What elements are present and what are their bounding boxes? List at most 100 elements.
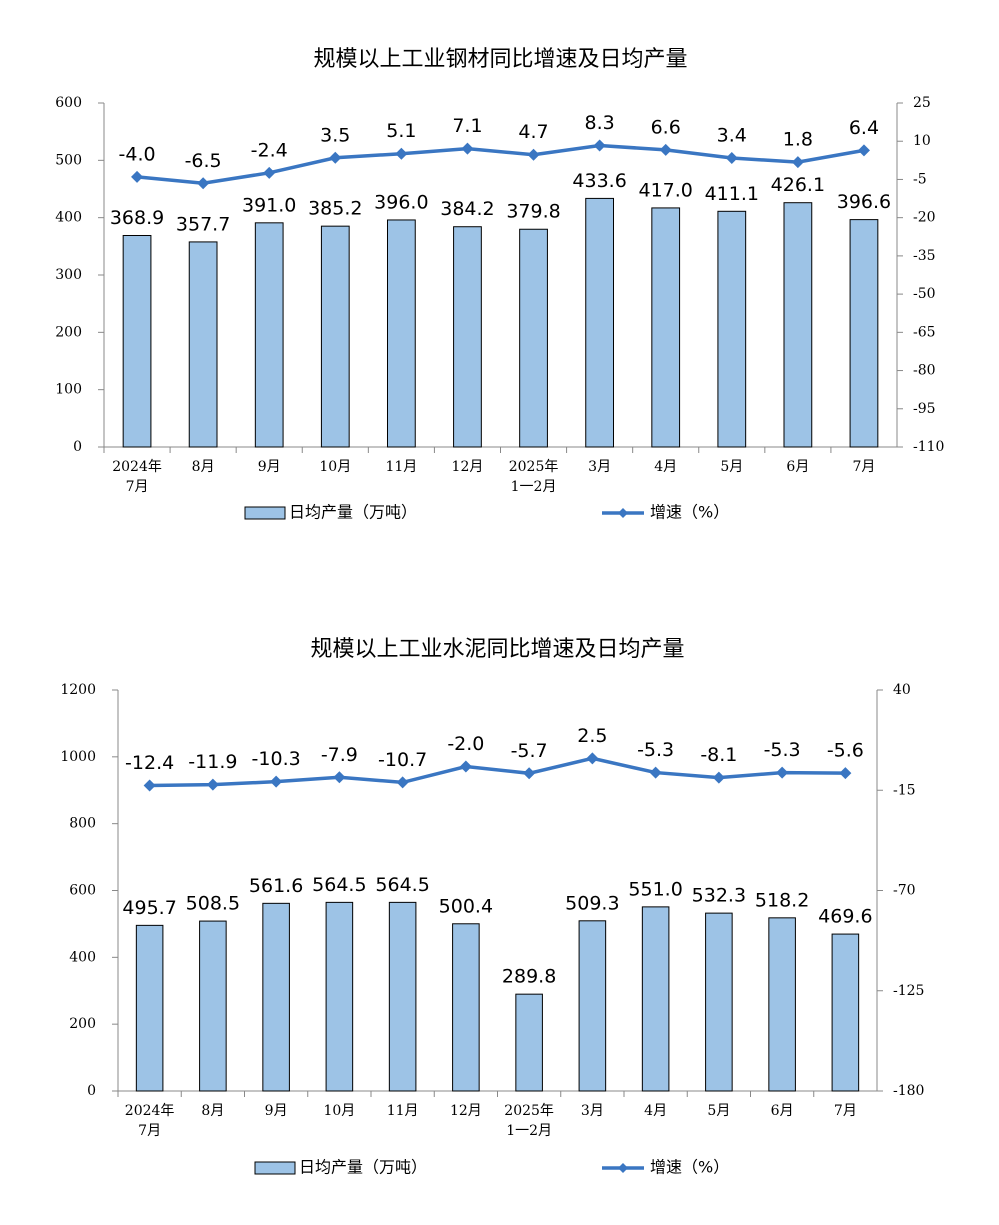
- line-marker: [649, 766, 662, 779]
- line: [149, 756, 846, 788]
- y-tick-label: 1000: [60, 749, 96, 765]
- bar-value-label: 564.5: [312, 874, 366, 896]
- bar: [262, 902, 290, 1092]
- line-marker: [329, 151, 342, 164]
- y2-tick-label: -70: [893, 883, 916, 899]
- bar-value-label: 417.0: [639, 179, 693, 201]
- x-tick-label: 11月: [387, 1103, 419, 1119]
- y2-tick-label: 10: [913, 133, 931, 149]
- bar: [585, 197, 615, 448]
- chart-title: 规模以上工业水泥同比增速及日均产量: [310, 637, 684, 662]
- line-value-label: -5.6: [827, 740, 864, 762]
- bar-value-label: 396.0: [374, 191, 428, 213]
- line-marker: [459, 760, 472, 773]
- bar: [320, 225, 350, 448]
- y-tick-label: 300: [55, 267, 82, 283]
- y-tick-label: 200: [55, 324, 82, 340]
- x-tick-label: 6月: [786, 459, 809, 475]
- bar-value-label: 368.9: [110, 207, 164, 229]
- line-marker: [143, 779, 156, 792]
- line-value-label: 4.7: [518, 121, 548, 143]
- y2-tick-label: -50: [913, 286, 936, 302]
- line-marker: [839, 767, 852, 780]
- line-value-label: 5.1: [386, 120, 416, 142]
- chart-title: 规模以上工业钢材同比增速及日均产量: [313, 47, 687, 72]
- x-tick-label: 5月: [707, 1103, 730, 1119]
- y2-tick-label: -110: [913, 439, 944, 455]
- bar: [849, 219, 879, 448]
- line-value-label: -2.4: [251, 139, 288, 161]
- x-tick-label: 9月: [265, 1103, 288, 1119]
- x-tick-label: 8月: [192, 459, 215, 475]
- line-marker: [396, 776, 409, 789]
- y-tick-label: 200: [69, 1016, 96, 1032]
- bar: [135, 924, 164, 1092]
- line-marker: [593, 139, 606, 152]
- y-tick-label: 500: [55, 152, 82, 168]
- x-tick-label: 12月: [452, 459, 484, 475]
- bar-value-label: 532.3: [692, 885, 746, 907]
- line-marker: [197, 177, 210, 190]
- bar-value-label: 561.6: [249, 875, 303, 897]
- bar: [386, 219, 416, 448]
- bar-value-label: 391.0: [242, 194, 296, 216]
- bar: [717, 210, 747, 448]
- x-tick-label: 6月: [771, 1103, 794, 1119]
- line-value-label: -2.0: [447, 733, 484, 755]
- bar: [452, 923, 480, 1092]
- x-tick-label: 2025年 1一2月: [504, 1103, 554, 1139]
- line-marker: [659, 143, 672, 156]
- y2-tick-label: 40: [893, 682, 911, 698]
- x-tick-label: 4月: [654, 459, 677, 475]
- line-marker: [131, 170, 144, 183]
- line-value-label: 8.3: [585, 112, 615, 134]
- bar-value-label: 551.0: [628, 878, 682, 900]
- y2-tick-label: 25: [913, 95, 931, 111]
- y2-tick-label: -20: [913, 210, 936, 226]
- bar-value-label: 500.4: [439, 895, 493, 917]
- bar-value-label: 518.2: [755, 889, 809, 911]
- line-value-label: -10.7: [378, 749, 427, 771]
- line-value-label: 1.8: [783, 129, 813, 151]
- y-tick-label: 600: [69, 883, 96, 899]
- y2-tick-label: -180: [893, 1083, 924, 1099]
- line-marker: [527, 148, 540, 161]
- line-marker: [263, 166, 276, 179]
- y-tick-label: 1200: [60, 682, 96, 698]
- y-tick-label: 800: [69, 816, 96, 832]
- line-marker: [857, 144, 870, 157]
- x-tick-label: 7月: [834, 1103, 857, 1119]
- bar: [199, 920, 227, 1092]
- line-marker: [776, 766, 789, 779]
- y-tick-label: 600: [55, 95, 82, 111]
- x-tick-label: 5月: [720, 459, 743, 475]
- legend-label: 增速（%）: [650, 1158, 729, 1177]
- bar-value-label: 564.5: [375, 874, 429, 896]
- x-tick-label: 3月: [581, 1103, 604, 1119]
- line-value-label: -6.5: [185, 150, 222, 172]
- x-tick-label: 2024年 7月: [125, 1103, 175, 1139]
- y2-tick-label: -95: [913, 401, 936, 417]
- bar: [388, 901, 417, 1092]
- y-tick-label: 400: [69, 949, 96, 965]
- bar: [641, 906, 670, 1092]
- bar-value-label: 289.8: [502, 966, 556, 988]
- bar-value-label: 396.6: [837, 191, 891, 213]
- line-marker: [725, 152, 738, 165]
- bar-value-label: 379.8: [506, 201, 560, 223]
- line-value-label: 6.6: [651, 116, 681, 138]
- bar-value-label: 384.2: [440, 198, 494, 220]
- line-value-label: -11.9: [188, 751, 237, 773]
- line-value-label: 6.4: [849, 117, 879, 139]
- line-marker: [461, 142, 474, 155]
- bar-value-label: 469.6: [818, 906, 872, 928]
- y2-tick-label: -5: [913, 171, 927, 187]
- bar: [651, 207, 681, 448]
- legend-swatch: [244, 506, 286, 520]
- bar: [705, 912, 733, 1092]
- x-tick-label: 8月: [201, 1103, 224, 1119]
- legend-label: 日均产量（万吨）: [289, 503, 417, 522]
- legend-swatch: [254, 1161, 296, 1175]
- line-marker: [523, 767, 536, 780]
